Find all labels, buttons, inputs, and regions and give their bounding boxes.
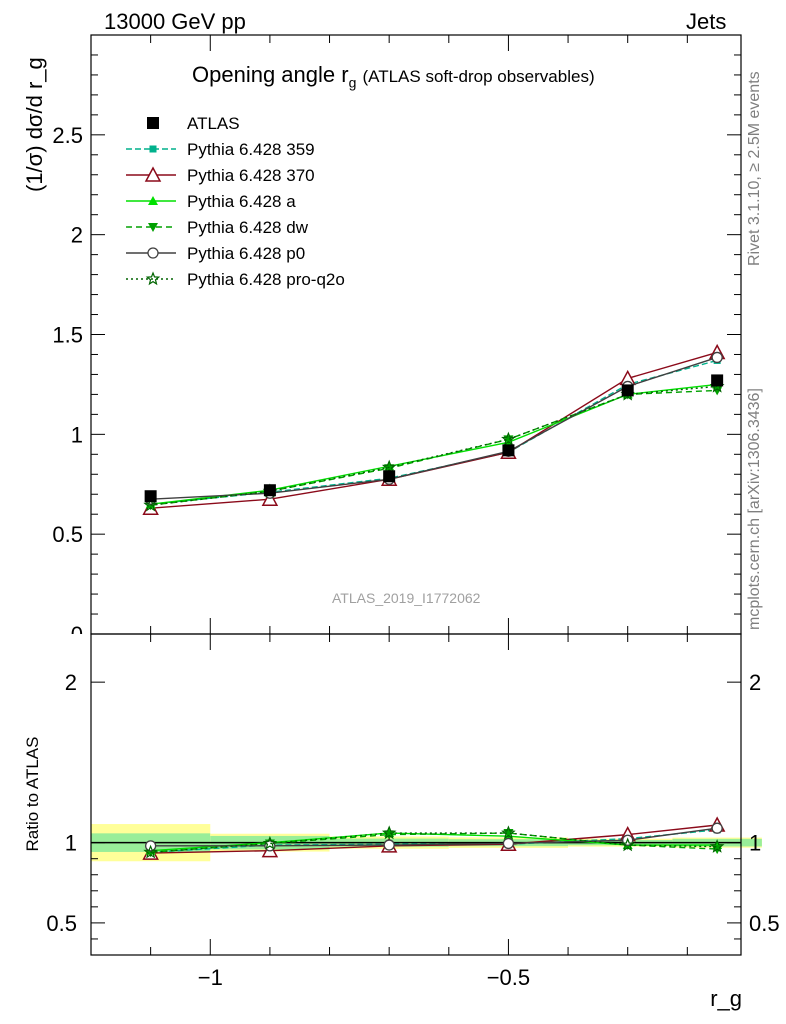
- legend-label: Pythia 6.428 a: [187, 192, 296, 211]
- ratio-series-line: [150, 832, 718, 853]
- chart-title-main: Opening angle r: [192, 62, 349, 87]
- legend-label: Pythia 6.428 dw: [187, 218, 309, 237]
- mcplots-label: mcplots.cern.ch [arXiv:1306.3436]: [746, 388, 763, 630]
- ratio-x-tick-label: −1: [198, 965, 223, 990]
- ratio-x-tick-label: −0.5: [487, 965, 530, 990]
- chart-title-suffix: (ATLAS soft-drop observables): [362, 67, 595, 86]
- ratio-series-point: [620, 837, 635, 852]
- main-y-tick-label: 1: [71, 422, 83, 447]
- main-series-point: [384, 464, 395, 474]
- ratio-y-tick-label: 1: [65, 831, 77, 856]
- legend-marker: [147, 117, 159, 129]
- main-y-tick-label: 1.5: [52, 323, 83, 348]
- main-series-point: [143, 497, 158, 512]
- main-series-line: [150, 356, 718, 500]
- header-right: Jets: [686, 9, 727, 34]
- main-series-point: [501, 431, 516, 446]
- main-y-tick-label: 0.5: [52, 522, 83, 547]
- ratio-series-line: [150, 827, 718, 847]
- ratio-series-point: [143, 844, 158, 859]
- x-axis-title: r_g: [710, 986, 742, 1011]
- main-y-zero-label: 0: [71, 622, 83, 647]
- atlas-data-point: [711, 374, 724, 387]
- ratio-y-axis-title: Ratio to ATLAS: [23, 737, 42, 852]
- rivet-label: Rivet 3.1.10, ≥ 2.5M events: [746, 71, 763, 266]
- main-y-axis-title: (1/σ) dσ/d r_g: [22, 57, 47, 192]
- main-series-line: [150, 389, 718, 506]
- ratio-series-line: [150, 824, 718, 854]
- atlas-data-point: [144, 490, 157, 503]
- chart-title: Opening angle rg (ATLAS soft-drop observ…: [192, 62, 595, 90]
- main-series-line: [150, 385, 718, 506]
- legend-marker: [149, 145, 157, 153]
- atlas-data-point: [621, 384, 634, 397]
- main-y-tick-label: 2.5: [52, 123, 83, 148]
- ratio-series-point: [502, 837, 515, 850]
- header-left: 13000 GeV pp: [104, 9, 246, 34]
- legend-label: Pythia 6.428 359: [187, 140, 315, 159]
- main-y-tick-label: 2: [71, 223, 83, 248]
- atlas-data-point: [263, 484, 276, 497]
- ratio-frame: [90, 633, 742, 956]
- main-series-point: [381, 459, 397, 474]
- main-series-point: [711, 351, 723, 364]
- ratio-y-tick-label: 2: [65, 670, 77, 695]
- main-series-line: [150, 351, 718, 509]
- ratio-y-tick-label-right: 1: [749, 831, 761, 856]
- ratio-series-point: [381, 825, 397, 840]
- ratio-series-point: [501, 825, 516, 840]
- ratio-y-tick-label-right: 2: [749, 670, 761, 695]
- legend-label: Pythia 6.428 p0: [187, 244, 305, 263]
- main-series-line: [150, 383, 718, 505]
- chart-title-sub: g: [348, 74, 357, 91]
- atlas-data-point: [502, 444, 515, 457]
- ratio-series-point: [383, 839, 395, 851]
- ratio-series-point: [711, 822, 723, 834]
- legend-label: Pythia 6.428 370: [187, 166, 315, 185]
- ratio-series-point: [709, 839, 725, 853]
- atlas-data-point: [383, 470, 396, 483]
- legend-marker: [148, 196, 158, 205]
- ratio-series-point: [262, 835, 278, 850]
- legend-marker: [147, 247, 159, 259]
- legend-marker: [145, 271, 161, 286]
- legend-marker: [144, 166, 162, 182]
- ratio-y-tick-label: 0.5: [46, 911, 77, 936]
- legend-label: Pythia 6.428 pro-q2o: [187, 270, 345, 289]
- legend-label: ATLAS: [187, 114, 240, 133]
- ratio-y-tick-label-right: 0.5: [749, 911, 780, 936]
- analysis-id: ATLAS_2019_I1772062: [332, 590, 481, 606]
- legend-marker: [148, 223, 158, 232]
